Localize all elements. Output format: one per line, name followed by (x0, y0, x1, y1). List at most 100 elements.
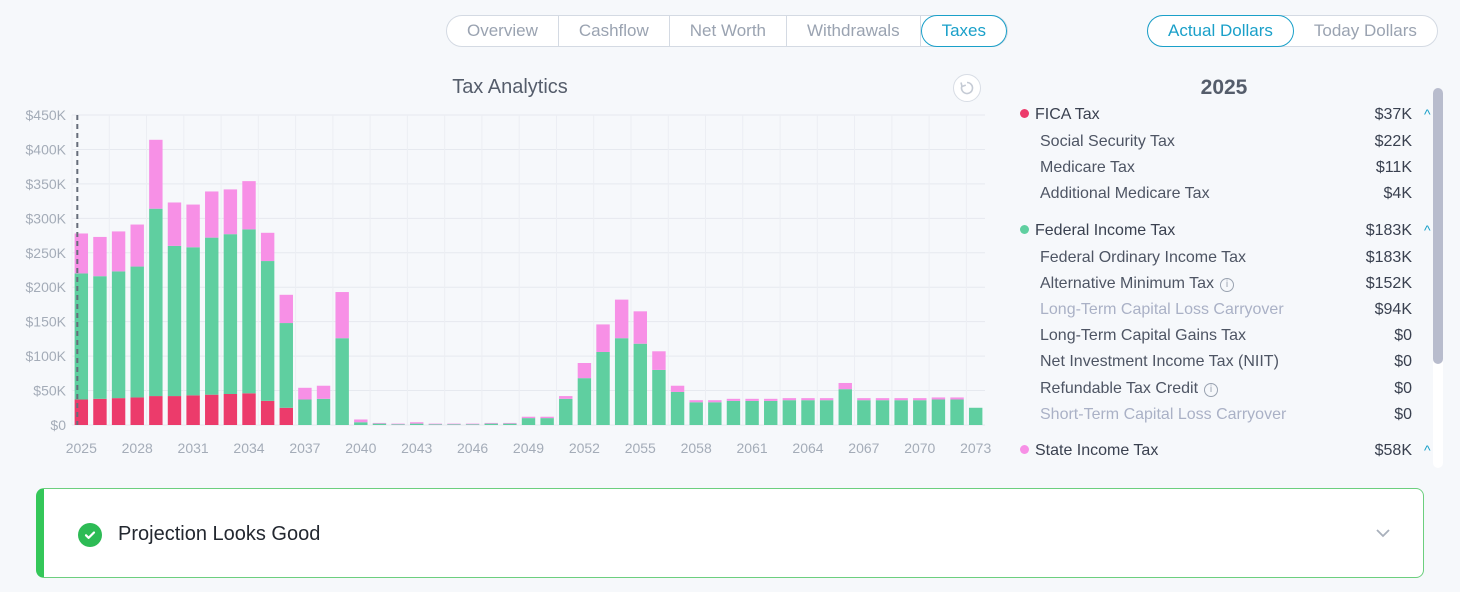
bar-segment (242, 181, 256, 230)
y-tick-label: $400K (26, 141, 67, 157)
bar-segment (149, 396, 163, 425)
bar-segment (316, 398, 331, 425)
bar-segment (819, 398, 834, 401)
x-tick-label: 2037 (289, 440, 320, 456)
tax-group-row[interactable]: FICA Tax $37K ^ (1020, 106, 1431, 128)
bar-segment (111, 231, 126, 272)
bar-segment (242, 229, 256, 394)
bar-segment (577, 363, 592, 379)
bar-segment (931, 399, 946, 425)
bar-segment (298, 387, 312, 400)
collapse-caret-icon[interactable]: ^ (1424, 442, 1431, 458)
bar-segment (689, 402, 703, 425)
dollar-mode-toggle: Actual Dollars Today Dollars (1147, 15, 1438, 47)
tax-group-row[interactable]: Federal Income Tax $183K ^ (1020, 222, 1431, 244)
bar-segment (614, 338, 629, 425)
tax-item-label: Alternative Minimum Tax i (1040, 275, 1234, 293)
bar-segment (857, 400, 871, 425)
bar-segment (223, 189, 238, 235)
bar-segment (354, 422, 368, 425)
y-tick-label: $0 (50, 417, 66, 433)
bar-segment (913, 400, 927, 425)
tab-cashflow[interactable]: Cashflow (559, 16, 670, 46)
tax-group-row[interactable]: State Income Tax $58K ^ (1020, 442, 1431, 464)
collapse-caret-icon[interactable]: ^ (1424, 221, 1431, 238)
bar-segment (205, 394, 219, 425)
info-icon[interactable]: i (1204, 382, 1219, 397)
tax-chart: $0 $50K $100K $150K $200K $250K $300K $350K $400… (26, 107, 992, 456)
status-message: Projection Looks Good (118, 523, 321, 545)
projection-status-card[interactable]: Projection Looks Good (36, 488, 1424, 578)
view-tabs: Overview Cashflow Net Worth Withdrawals … (446, 15, 1009, 47)
panel-scrollbar-thumb[interactable] (1433, 88, 1443, 364)
bar-segment (279, 294, 293, 324)
tax-group-value: $58K (1374, 442, 1412, 459)
x-tick-label: 2034 (233, 440, 264, 456)
y-tick-label: $250K (26, 245, 67, 261)
bar-segment (279, 407, 293, 425)
chart-title: Tax Analytics (452, 76, 568, 98)
tax-item-value: $11K (1375, 159, 1412, 177)
bar-segment (950, 399, 964, 425)
bar-segment (503, 423, 517, 425)
reset-icon (960, 81, 974, 95)
collapse-caret-icon[interactable]: ^ (1424, 106, 1431, 122)
y-tick-label: $100K (26, 348, 67, 364)
bar-segment (484, 422, 498, 424)
bar-segment (521, 416, 536, 419)
bar-segment (260, 232, 275, 262)
bar-segment (391, 424, 405, 425)
bar-segment (111, 271, 126, 399)
bar-segment (596, 351, 610, 425)
info-icon[interactable]: i (1219, 277, 1234, 292)
bar-segment (633, 311, 648, 344)
tab-taxes[interactable]: Taxes (920, 15, 1008, 47)
x-tick-label: 2073 (960, 440, 991, 456)
actual-dollars-button[interactable]: Actual Dollars (1147, 15, 1294, 47)
tax-item-value: $22K (1374, 133, 1412, 150)
tax-item-value: $0 (1394, 353, 1412, 371)
bar-segment (745, 398, 759, 401)
x-tick-label: 2049 (513, 440, 544, 456)
legend-dot (1020, 445, 1029, 454)
legend-dot (1020, 224, 1029, 234)
y-tick-label: $150K (26, 314, 67, 330)
bar-segment (186, 247, 200, 396)
bar-segment (614, 299, 629, 339)
bar-segment (465, 423, 480, 425)
bar-segment (316, 385, 331, 399)
tab-withdrawals[interactable]: Withdrawals (787, 16, 921, 46)
chevron-down-icon[interactable] (1373, 523, 1393, 543)
bar-segment (726, 400, 741, 425)
bar-segment (652, 351, 666, 370)
bar-segment (242, 393, 256, 425)
tab-net-worth[interactable]: Net Worth (670, 16, 787, 46)
bar-segment (149, 208, 163, 397)
bar-segment (689, 400, 703, 403)
bar-segment (857, 398, 871, 401)
tax-item-value: $183K (1365, 248, 1412, 266)
bar-segment (894, 400, 908, 425)
tax-item-label: Long-Term Capital Loss Carryover (1040, 301, 1284, 318)
tab-overview[interactable]: Overview (447, 16, 559, 46)
bar-segment (670, 391, 685, 425)
today-dollars-button[interactable]: Today Dollars (1313, 21, 1417, 40)
x-tick-label: 2070 (904, 440, 935, 456)
bar-segment (167, 396, 182, 425)
bar-segment (782, 400, 797, 425)
bar-segment (186, 204, 200, 248)
bar-segment (428, 423, 443, 425)
tax-item-label: Short-Term Capital Loss Carryover (1040, 405, 1287, 423)
x-tick-label: 2025 (66, 440, 97, 456)
reset-zoom-button[interactable] (953, 74, 981, 102)
x-tick-label: 2064 (792, 440, 823, 456)
tax-item-row: Alternative Minimum Tax i $152K (1020, 275, 1412, 297)
bar-segment (279, 323, 293, 408)
bar-segment (745, 400, 759, 425)
bar-segment (409, 423, 424, 425)
x-tick-label: 2061 (737, 440, 768, 456)
bar-segment (93, 398, 107, 425)
tax-item-row: Net Investment Income Tax (NIIT) $0 (1020, 353, 1412, 375)
bar-segment (540, 418, 554, 425)
bar-segment (950, 397, 964, 400)
